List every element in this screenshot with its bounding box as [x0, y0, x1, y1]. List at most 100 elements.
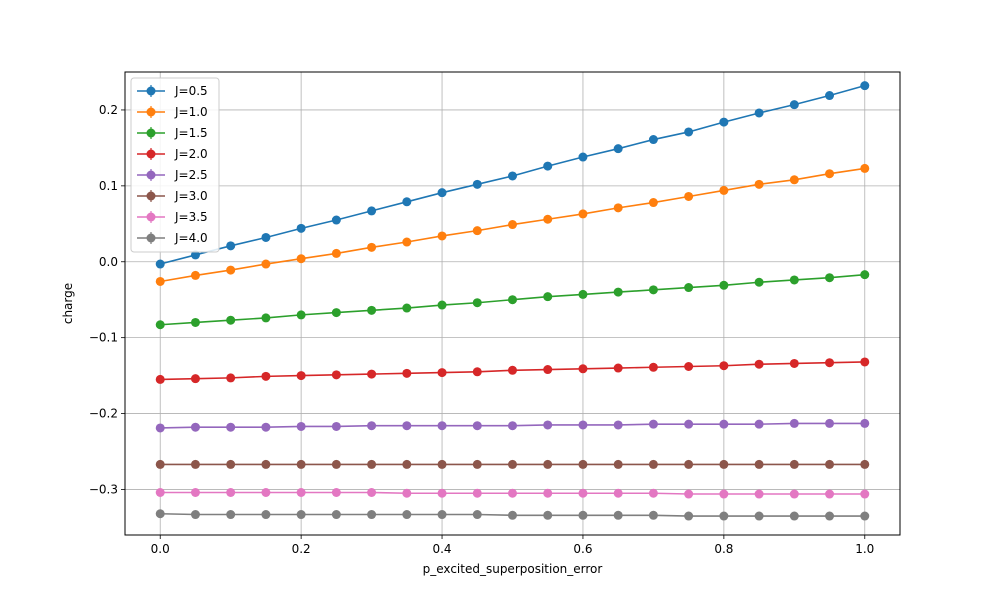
data-point: [472, 421, 482, 431]
data-point: [261, 313, 271, 323]
series-layer: [155, 81, 870, 521]
data-point: [613, 510, 623, 520]
data-point: [648, 285, 658, 295]
series-J=1.5: [155, 270, 870, 330]
data-point: [825, 459, 835, 469]
data-point: [613, 459, 623, 469]
data-point: [402, 488, 412, 498]
data-point: [437, 368, 447, 378]
data-point: [578, 289, 588, 299]
legend-item: J=4.0: [137, 231, 208, 245]
data-point: [825, 273, 835, 283]
data-point: [684, 489, 694, 499]
data-point: [543, 292, 553, 302]
data-point: [543, 459, 553, 469]
legend-item: J=0.5: [137, 84, 208, 98]
data-point: [719, 419, 729, 429]
series-J=2.0: [155, 357, 870, 384]
data-point: [578, 510, 588, 520]
data-point: [190, 422, 200, 432]
data-point: [155, 459, 165, 469]
data-point: [508, 220, 517, 230]
data-point: [684, 127, 694, 137]
data-point: [860, 459, 870, 469]
y-tick-label: 0.2: [99, 103, 118, 117]
grid: [125, 72, 900, 535]
data-point: [155, 487, 165, 497]
legend-marker: [146, 233, 156, 243]
x-tick-label: 1.0: [855, 542, 874, 556]
data-point: [860, 489, 870, 499]
data-point: [508, 488, 517, 498]
data-point: [789, 489, 799, 499]
legend-item: J=3.5: [137, 210, 208, 224]
data-point: [367, 206, 377, 216]
data-point: [684, 511, 694, 521]
legend-marker: [146, 128, 156, 138]
legend-item: J=1.5: [137, 126, 208, 140]
legend-marker: [146, 149, 156, 159]
legend-item: J=1.0: [137, 105, 208, 119]
data-point: [331, 487, 341, 497]
x-tick-label: 0.8: [714, 542, 733, 556]
data-point: [155, 320, 165, 330]
data-point: [296, 459, 306, 469]
data-point: [860, 357, 870, 367]
data-point: [402, 368, 412, 378]
legend-label: J=2.0: [174, 147, 208, 161]
data-point: [754, 277, 764, 287]
data-point: [331, 248, 341, 258]
legend-item: J=2.0: [137, 147, 208, 161]
data-point: [754, 359, 764, 369]
data-point: [508, 459, 517, 469]
x-tick-label: 0.6: [573, 542, 592, 556]
data-point: [684, 459, 694, 469]
data-point: [578, 152, 588, 162]
data-point: [261, 371, 271, 381]
data-point: [719, 511, 729, 521]
data-point: [331, 510, 341, 520]
data-point: [402, 197, 412, 207]
data-point: [508, 510, 517, 520]
data-point: [190, 270, 200, 280]
data-point: [261, 232, 271, 242]
data-point: [754, 108, 764, 118]
data-point: [261, 510, 271, 520]
data-point: [860, 418, 870, 428]
data-point: [578, 209, 588, 219]
data-point: [508, 171, 517, 181]
series-J=3.5: [155, 487, 870, 499]
data-point: [155, 423, 165, 433]
legend-item: J=2.5: [137, 168, 208, 182]
x-tick-label: 0.4: [432, 542, 451, 556]
data-point: [437, 421, 447, 431]
data-point: [789, 459, 799, 469]
data-point: [578, 488, 588, 498]
data-point: [367, 510, 377, 520]
legend-box: [130, 77, 220, 253]
data-point: [367, 369, 377, 379]
data-point: [296, 223, 306, 233]
data-point: [613, 287, 623, 297]
legend-label: J=4.0: [174, 231, 208, 245]
data-point: [472, 298, 482, 308]
data-point: [860, 81, 870, 91]
x-axis-label: p_excited_superposition_error: [423, 562, 603, 576]
data-point: [226, 373, 236, 383]
data-point: [367, 487, 377, 497]
data-point: [296, 371, 306, 381]
data-point: [472, 367, 482, 377]
ticks: 0.0 0.2 0.4 0.6 0.8 1.0 −0.3 −0.2 −0.1 0.0 0.1 0.2: [89, 103, 874, 556]
legend-label: J=2.5: [174, 168, 208, 182]
data-point: [648, 510, 658, 520]
data-point: [367, 459, 377, 469]
data-point: [190, 317, 200, 327]
y-tick-label: 0.1: [99, 179, 118, 193]
data-point: [754, 459, 764, 469]
data-point: [684, 361, 694, 371]
data-point: [789, 175, 799, 185]
data-point: [543, 488, 553, 498]
series-J=1.0: [155, 163, 870, 286]
data-point: [578, 364, 588, 374]
data-point: [261, 259, 271, 269]
